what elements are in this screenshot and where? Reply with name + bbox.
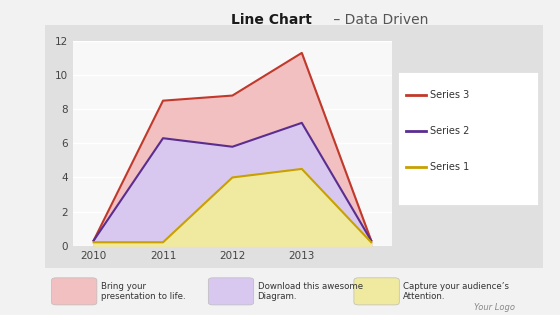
Text: Series 1: Series 1 <box>430 162 469 172</box>
Text: Series 3: Series 3 <box>430 89 469 100</box>
Text: – Data Driven: – Data Driven <box>329 13 428 26</box>
Text: Capture your audience’s
Attention.: Capture your audience’s Attention. <box>403 282 509 301</box>
Text: Series 2: Series 2 <box>430 126 469 136</box>
Text: Line Chart: Line Chart <box>231 13 312 26</box>
Text: Download this awesome
Diagram.: Download this awesome Diagram. <box>258 282 363 301</box>
Text: Your Logo: Your Logo <box>474 303 515 312</box>
Text: Bring your
presentation to life.: Bring your presentation to life. <box>101 282 185 301</box>
